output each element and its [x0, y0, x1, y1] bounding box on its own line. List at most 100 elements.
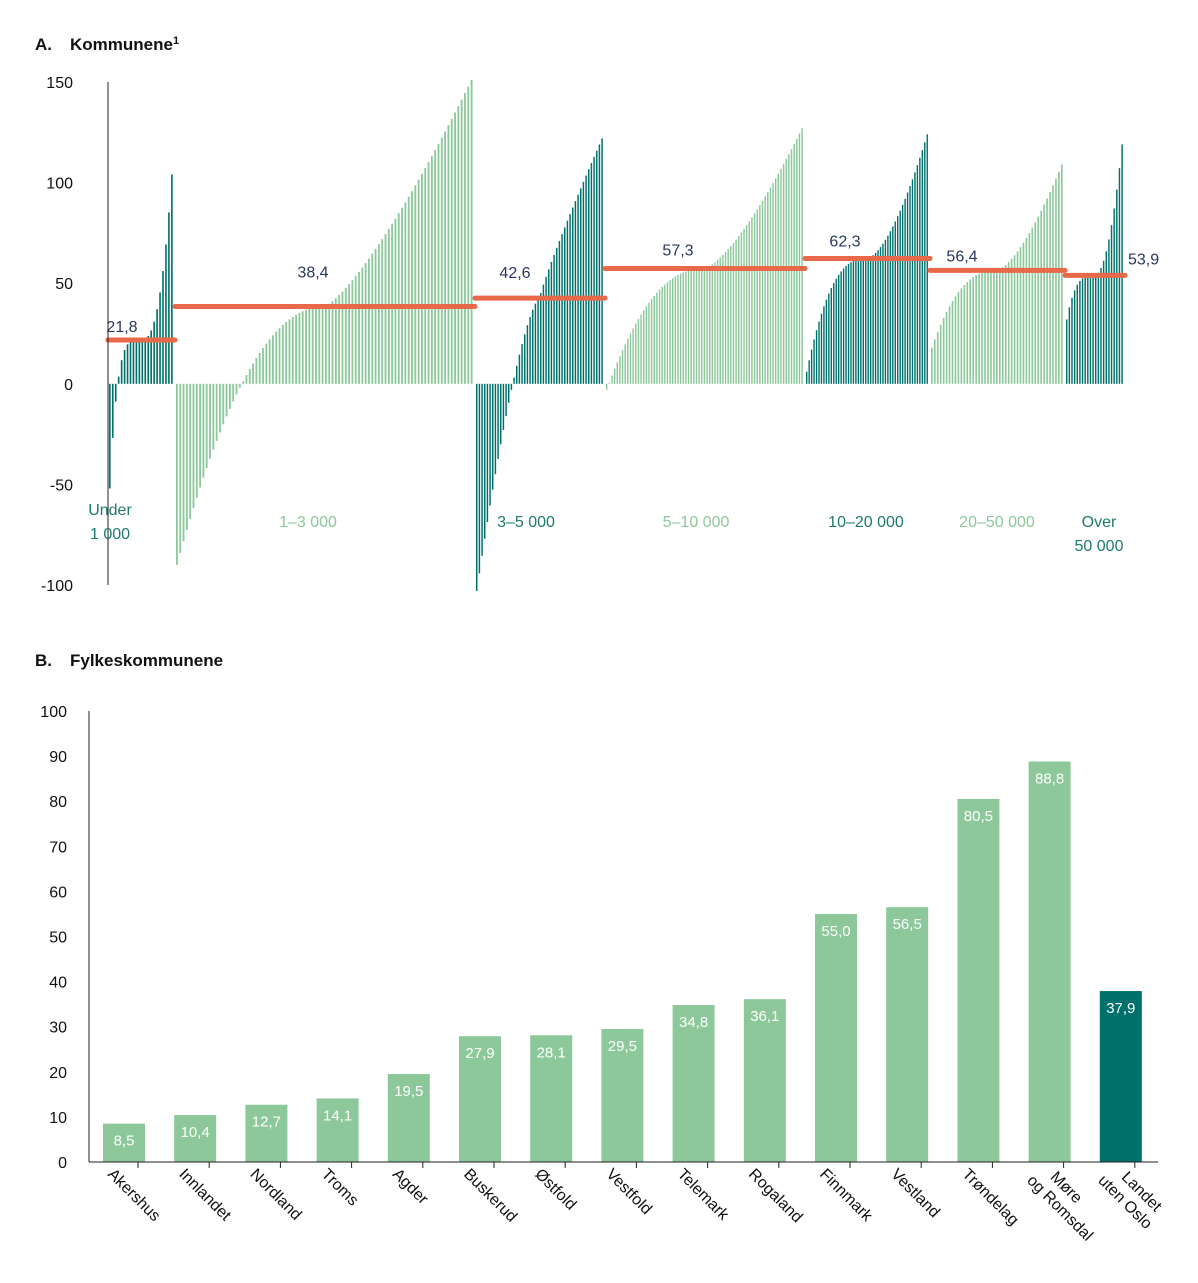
- chart-a-bar: [738, 236, 740, 384]
- chart-a-bar: [808, 360, 810, 384]
- chart-a-bar: [171, 174, 173, 384]
- chart-a-bar: [481, 383, 483, 556]
- chart-a-bar: [245, 375, 248, 384]
- chart-b-category-label: Finnmark: [816, 1166, 876, 1226]
- chart-a-bar: [141, 339, 144, 384]
- chart-b-ytick-label: 20: [49, 1065, 67, 1082]
- chart-a-bar: [278, 328, 281, 384]
- chart-a-bar: [616, 362, 619, 384]
- chart-a-average-label: 42,6: [499, 265, 530, 282]
- chart-a-bar: [1058, 171, 1060, 384]
- chart-a-bar: [421, 173, 423, 384]
- chart-b-category-label: Telemark: [674, 1166, 733, 1225]
- chart-b-ytick-label: 90: [49, 749, 67, 766]
- chart-a-bar: [556, 247, 558, 384]
- chart-a-bar: [532, 309, 534, 384]
- chart-a-bar: [182, 383, 185, 542]
- chart-a-bar: [368, 258, 370, 384]
- chart-a-bar: [411, 191, 413, 384]
- chart-a-bar: [508, 383, 510, 403]
- chart-a-bar: [351, 280, 354, 384]
- chart-b-value-label: 27,9: [465, 1045, 494, 1062]
- chart-b-category-label: Landetuten Oslo: [1095, 1159, 1169, 1233]
- chart-a-bar: [847, 263, 850, 384]
- chart-a-bar: [328, 303, 331, 384]
- chart-a-bar: [601, 138, 603, 384]
- chart-a-bar: [624, 344, 626, 384]
- chart-a-bar: [242, 381, 245, 384]
- chart-a-bar: [722, 254, 724, 384]
- chart-a-bar: [685, 271, 687, 384]
- chart-a-bar: [381, 239, 384, 384]
- chart-a-bar: [238, 383, 241, 388]
- chart-a-bar: [144, 338, 147, 384]
- chart-a-bar: [862, 258, 864, 384]
- chart-a-bar: [341, 291, 344, 384]
- chart-a-bar: [209, 383, 211, 459]
- chart-a-bar: [825, 299, 828, 384]
- chart-b-category-label: Agder: [389, 1166, 432, 1209]
- chart-a-bar: [364, 263, 367, 384]
- chart-a-bar: [338, 295, 341, 384]
- chart-b-category-label: Innlandet: [175, 1166, 234, 1225]
- chart-b-value-label: 28,1: [537, 1044, 566, 1061]
- chart-a-bar: [751, 217, 753, 384]
- chart-a-bar: [1073, 290, 1076, 384]
- chart-b-ytick-label: 0: [58, 1155, 67, 1172]
- chart-a-bar: [222, 383, 225, 425]
- chart-a-bar: [919, 157, 921, 384]
- chart-a-bar: [447, 125, 450, 384]
- chart-a-bar: [782, 163, 785, 384]
- chart-a-bar: [777, 173, 780, 384]
- chart-a-bar: [823, 306, 825, 384]
- chart-a-bar: [785, 159, 787, 384]
- chart-a-bar: [417, 179, 420, 384]
- chart-a-bar: [727, 249, 729, 384]
- chart-a-bar: [706, 267, 708, 384]
- chart-a-bar: [629, 333, 632, 384]
- chart-a-bar: [430, 155, 433, 384]
- chart-a-bar: [165, 244, 167, 384]
- chart-b-category-line: Vestland: [887, 1166, 942, 1221]
- chart-b-category-line: Rogaland: [745, 1166, 805, 1226]
- chart-a-bar: [1034, 222, 1037, 384]
- chart-a-bar: [285, 322, 288, 384]
- chart-a-bar: [301, 311, 304, 384]
- chart-a-bar: [1116, 189, 1118, 384]
- chart-a-bar: [156, 309, 158, 384]
- chart-a-bar: [978, 273, 980, 384]
- chart-a-bar: [963, 284, 966, 384]
- chart-a-bar: [348, 284, 350, 384]
- chart-a-bar: [892, 226, 894, 384]
- chart-a-bar: [1025, 237, 1028, 384]
- chart-b-bars: 8,5 10,4 12,7 14,1 19,5 27,9 28,1 29,5 34,8 36,1 5…: [103, 761, 1142, 1162]
- chart-a-bar: [358, 271, 360, 384]
- chart-a-bar: [842, 268, 845, 384]
- chart-a-bar: [695, 268, 698, 384]
- chart-a-bar: [648, 302, 650, 384]
- chart-a-bar: [621, 350, 624, 384]
- chart-a-bar: [850, 262, 852, 384]
- chart-a-bar: [632, 328, 634, 384]
- chart-a-bar: [1071, 297, 1073, 384]
- chart-a-bar: [672, 278, 674, 384]
- chart-a-bar: [745, 225, 748, 384]
- chart-b-bar: [672, 1005, 715, 1162]
- chart-a-bar: [505, 383, 507, 417]
- chart-a-bar: [911, 179, 914, 384]
- chart-a-bar: [518, 354, 521, 384]
- chart-b-bar: [103, 1123, 145, 1162]
- chart-a-bar: [901, 204, 904, 384]
- chart-a-bar: [1066, 319, 1068, 384]
- chart-a-bar: [185, 383, 188, 530]
- chart-a-bar: [1046, 198, 1048, 384]
- chart-a-bar: [132, 340, 135, 384]
- chart-a-bar: [677, 274, 679, 384]
- chart-a-bar: [1121, 144, 1123, 384]
- chart-a-bar: [1037, 216, 1040, 384]
- chart-a-bar: [311, 307, 314, 384]
- chart-b-category-label: Nordland: [247, 1166, 305, 1224]
- chart-a-bar: [701, 268, 703, 384]
- chart-b-value-label: 10,4: [181, 1124, 210, 1141]
- chart-a-bar: [690, 269, 692, 384]
